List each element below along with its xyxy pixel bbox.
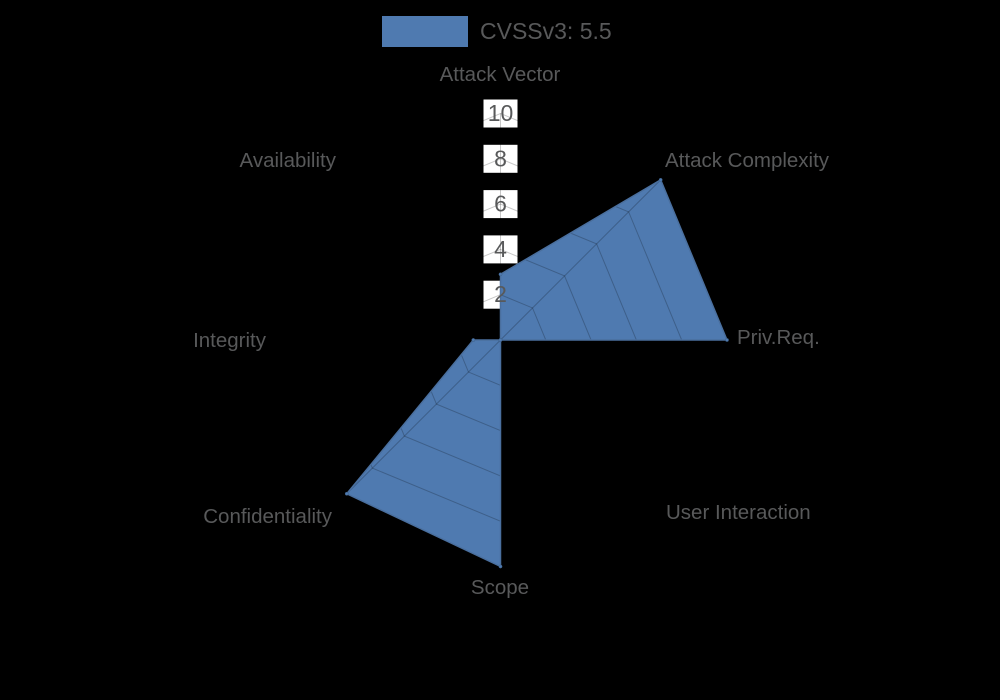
svg-text:Integrity: Integrity bbox=[193, 329, 267, 352]
svg-text:Availability: Availability bbox=[240, 149, 337, 172]
svg-text:2: 2 bbox=[494, 281, 507, 307]
svg-text:Priv.Req.: Priv.Req. bbox=[737, 326, 820, 349]
svg-text:4: 4 bbox=[494, 236, 507, 262]
svg-text:Attack Vector: Attack Vector bbox=[440, 63, 561, 86]
svg-text:CVSSv3: 5.5: CVSSv3: 5.5 bbox=[480, 18, 612, 44]
svg-text:Confidentiality: Confidentiality bbox=[203, 505, 333, 528]
svg-text:8: 8 bbox=[494, 145, 507, 171]
svg-text:User Interaction: User Interaction bbox=[666, 501, 811, 524]
svg-text:Scope: Scope bbox=[471, 576, 529, 599]
svg-text:10: 10 bbox=[488, 100, 514, 126]
svg-text:6: 6 bbox=[494, 191, 507, 217]
svg-text:Attack Complexity: Attack Complexity bbox=[665, 149, 830, 172]
